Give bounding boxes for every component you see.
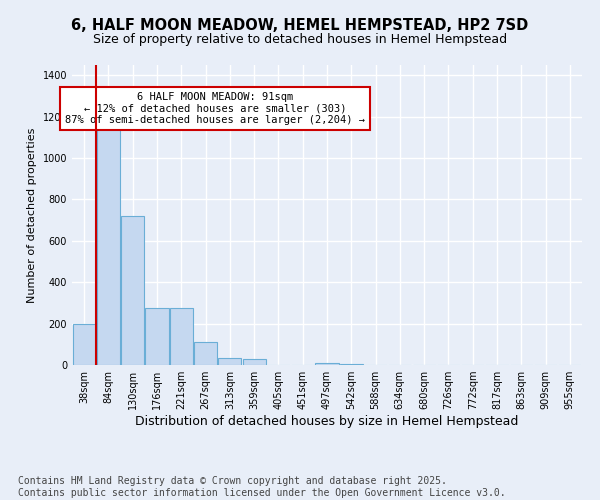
Text: 6 HALF MOON MEADOW: 91sqm
← 12% of detached houses are smaller (303)
87% of semi: 6 HALF MOON MEADOW: 91sqm ← 12% of detac…	[65, 92, 365, 125]
Text: 6, HALF MOON MEADOW, HEMEL HEMPSTEAD, HP2 7SD: 6, HALF MOON MEADOW, HEMEL HEMPSTEAD, HP…	[71, 18, 529, 32]
Bar	[97, 125, 120, 365]
Bar	[218, 358, 241, 365]
X-axis label: Distribution of detached houses by size in Hemel Hempstead: Distribution of detached houses by size …	[136, 415, 518, 428]
Text: Size of property relative to detached houses in Hemel Hempstead: Size of property relative to detached ho…	[93, 32, 507, 46]
Bar	[316, 363, 338, 365]
Bar	[340, 364, 363, 365]
Text: Contains HM Land Registry data © Crown copyright and database right 2025.
Contai: Contains HM Land Registry data © Crown c…	[18, 476, 506, 498]
Bar	[194, 342, 217, 365]
Bar	[170, 308, 193, 365]
Bar	[73, 324, 95, 365]
Bar	[145, 308, 169, 365]
Y-axis label: Number of detached properties: Number of detached properties	[27, 128, 37, 302]
Bar	[242, 359, 266, 365]
Bar	[121, 216, 144, 365]
